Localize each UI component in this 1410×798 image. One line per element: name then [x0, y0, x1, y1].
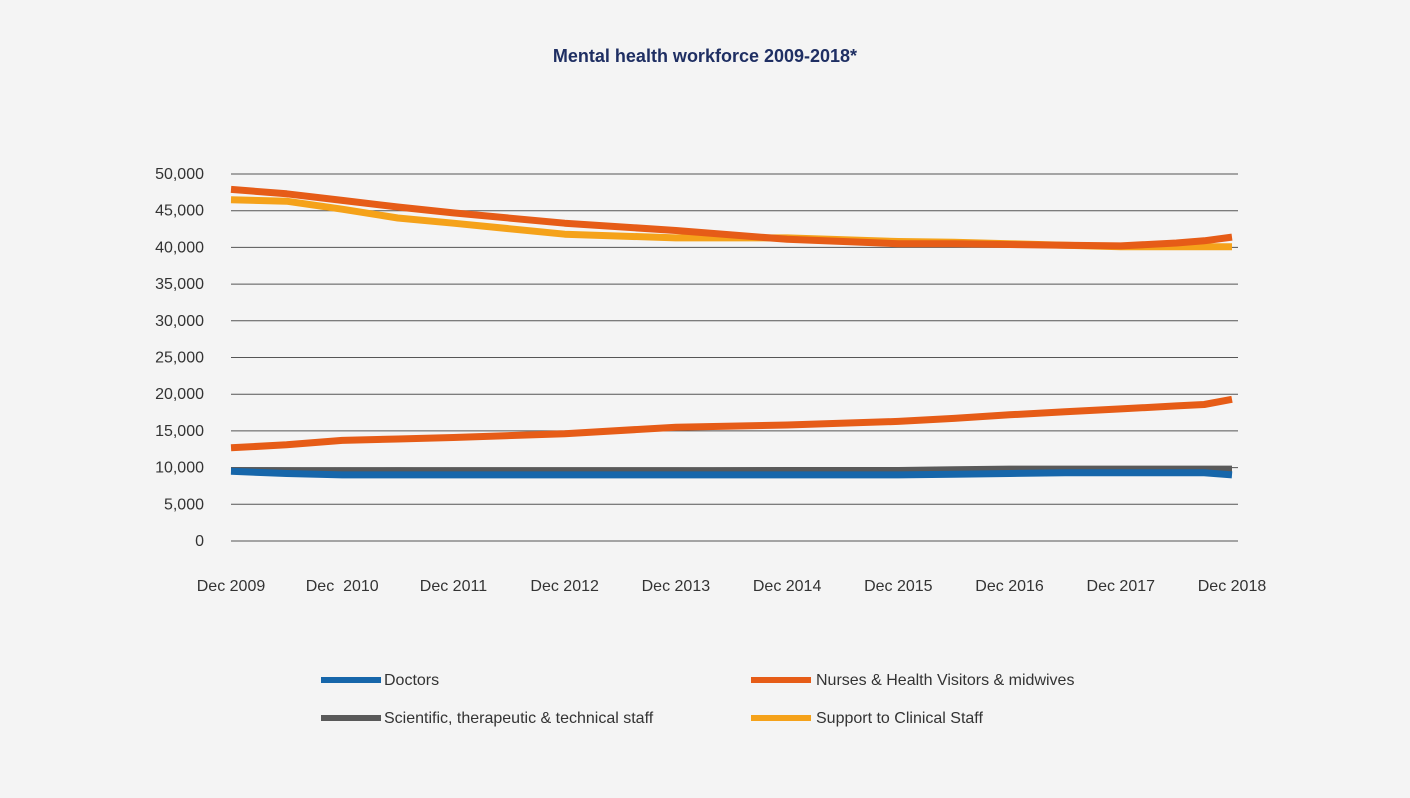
x-tick-label: Dec 2017: [1087, 578, 1156, 595]
legend: Doctors Nurses & Health Visitors & midwiv…: [321, 672, 1074, 727]
series-line-1: [230, 395, 1233, 452]
series-line-4: [230, 185, 1233, 250]
legend-label: Support to Clinical Staff: [816, 710, 983, 727]
y-tick-label: 5,000: [164, 496, 204, 513]
x-tick-label: Dec 2018: [1198, 578, 1267, 595]
x-tick-label: Dec 2012: [530, 578, 599, 595]
legend-swatch: [751, 715, 811, 721]
legend-item: Doctors: [321, 672, 439, 689]
series-lines: [230, 185, 1233, 479]
legend-item: Nurses & Health Visitors & midwives: [751, 672, 1074, 689]
y-tick-label: 40,000: [155, 239, 204, 256]
chart-title: Mental health workforce 2009-2018*: [553, 46, 857, 66]
y-tick-label: 25,000: [155, 350, 204, 367]
x-tick-label: Dec 2009: [197, 578, 266, 595]
x-tick-label: Dec 2011: [420, 578, 487, 595]
legend-swatch: [321, 715, 381, 721]
y-tick-label: 10,000: [155, 460, 204, 477]
x-tick-label: Dec 2010: [306, 578, 379, 595]
legend-label: Doctors: [384, 672, 439, 689]
y-tick-label: 45,000: [155, 203, 204, 220]
y-axis-ticks: 0 5,000 10,000 15,000 20,000 25,000 30,000 35,0…: [155, 166, 204, 550]
y-tick-label: 50,000: [155, 166, 204, 183]
grid-lines: [231, 173, 1238, 542]
x-tick-label: Dec 2013: [642, 578, 711, 595]
series-line-2: [230, 467, 1233, 479]
y-tick-label: 0: [195, 533, 204, 550]
y-tick-label: 15,000: [155, 423, 204, 440]
series-line-0: [230, 465, 1232, 475]
x-tick-label: Dec 2014: [753, 578, 822, 595]
y-tick-label: 30,000: [155, 313, 204, 330]
y-tick-label: 20,000: [155, 386, 204, 403]
legend-item: Support to Clinical Staff: [751, 710, 983, 727]
legend-item: Scientific, therapeutic & technical staf…: [321, 710, 654, 727]
legend-swatch: [321, 677, 381, 683]
legend-label: Scientific, therapeutic & technical staf…: [384, 710, 654, 727]
y-tick-label: 35,000: [155, 276, 204, 293]
x-tick-label: Dec 2016: [975, 578, 1044, 595]
legend-swatch: [751, 677, 811, 683]
legend-label: Nurses & Health Visitors & midwives: [816, 672, 1074, 689]
x-tick-label: Dec 2015: [864, 578, 933, 595]
x-axis-ticks: Dec 2009 Dec 2010 Dec 2011 Dec 2012 Dec 2013…: [197, 578, 1267, 595]
